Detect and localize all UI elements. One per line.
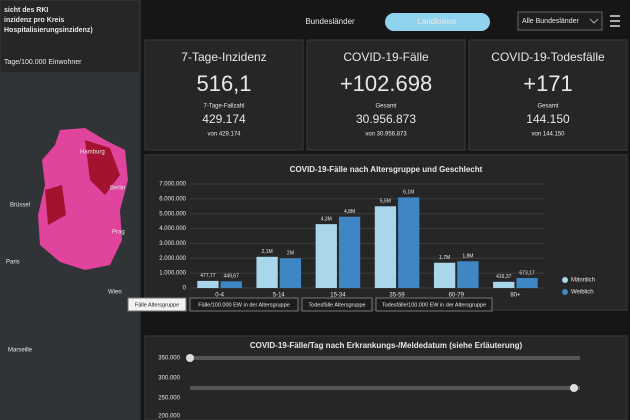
kpi-sub-note: von 144.150 — [531, 132, 565, 138]
legend-label: Männlich — [571, 278, 595, 284]
y-tick-label: 4.000.000 — [159, 226, 186, 232]
bar-value-label: 673,17 — [519, 270, 535, 276]
chart-tab[interactable] — [301, 297, 373, 312]
kpi-sub-label: Gesamt — [537, 104, 558, 110]
kpi-sub-note: von 30.956.873 — [365, 132, 407, 138]
kpi-value: +102.698 — [340, 71, 432, 96]
city-label: Brüssel — [10, 203, 30, 209]
chart-tab[interactable] — [189, 297, 299, 312]
legend-label: Weiblich — [571, 290, 594, 296]
sidebar-title: Hospitalisierungsinzidenz) — [4, 27, 93, 34]
bar — [374, 206, 397, 288]
bar-value-label: 6,1M — [403, 190, 414, 196]
city-label: Marseille — [8, 348, 33, 354]
y-tick-label: 2.000.000 — [159, 256, 186, 262]
y-tick-label: 3.000.000 — [159, 241, 186, 247]
bottom-panel — [144, 335, 628, 420]
bar-value-label: 4,8M — [344, 209, 355, 215]
y-tick-label: 1.000.000 — [159, 271, 186, 277]
x-tick-label: 80+ — [510, 293, 521, 299]
bar — [338, 216, 361, 288]
kpi-card — [144, 39, 304, 151]
bar — [315, 224, 337, 288]
bar-value-label: 4,3M — [321, 216, 332, 222]
tab-active[interactable] — [385, 13, 490, 31]
chart-tab[interactable] — [375, 297, 493, 312]
dropdown-label[interactable]: Alle Bundesländer — [522, 18, 579, 25]
tab[interactable]: Bundesländer — [305, 17, 355, 26]
map-label: Tage/100.000 Einwohner — [4, 59, 82, 66]
kpi-sub-value: 30.956.873 — [356, 112, 416, 126]
kpi-card — [306, 39, 466, 151]
kpi-value: +171 — [523, 71, 573, 96]
y-tick-label: 7.000.000 — [159, 182, 186, 188]
x-tick-label: 0-4 — [215, 293, 224, 299]
kpi-sub-value: 144.150 — [526, 112, 570, 126]
bar-value-label: 416,37 — [496, 274, 512, 280]
kpi-title: COVID-19-Fälle — [343, 50, 429, 64]
slider-handle[interactable] — [570, 384, 578, 392]
chart-tab-label[interactable]: Fälle Altersgruppe — [135, 302, 179, 308]
x-tick-label: 60-79 — [449, 293, 465, 299]
kpi-sub-label: Gesamt — [375, 104, 396, 110]
x-tick-label: 5-14 — [273, 293, 286, 299]
bottom-chart-title: COVID-19-Fälle/Tag nach Erkrankungs-/Mel… — [250, 341, 523, 350]
kpi-value: 516,1 — [196, 71, 251, 96]
bar-value-label: 2,1M — [262, 249, 273, 255]
slider-handle[interactable] — [186, 354, 194, 362]
city-label: Prag — [112, 230, 125, 236]
y-tick-label: 6.000.000 — [159, 196, 186, 202]
kpi-title: COVID-19-Todesfälle — [491, 50, 605, 64]
kpi-card — [468, 39, 628, 151]
chart-tab-label[interactable]: Todesfälle/100.000 EW in der Altersgrupp… — [382, 302, 486, 308]
city-label: Wien — [108, 290, 122, 296]
bar-value-label: 477,77 — [200, 273, 216, 279]
city-label: Paris — [6, 260, 20, 266]
bar — [279, 258, 302, 288]
dropdown[interactable] — [517, 11, 603, 31]
menu-icon[interactable] — [610, 15, 620, 27]
map-region — [45, 140, 120, 225]
kpi-sub-label: 7-Tage-Fallzahl — [203, 104, 244, 110]
chart-tab-label[interactable]: Fälle/100.000 EW in der Altersgruppe — [198, 302, 289, 308]
bar — [516, 277, 538, 288]
legend-swatch — [562, 289, 568, 295]
y-tick-label: 350.000 — [158, 356, 180, 362]
bar — [220, 281, 242, 288]
bar-value-label: 1,7M — [439, 255, 450, 261]
x-tick-label: 15-34 — [330, 293, 346, 299]
bar — [398, 197, 420, 288]
chart-tab[interactable] — [127, 297, 187, 312]
city-label: Berlin — [110, 186, 125, 192]
sidebar-title: inzidenz pro Kreis — [4, 17, 64, 24]
tab[interactable]: Landkreise — [417, 17, 457, 26]
chart-title: COVID-19-Fälle nach Altersgruppe und Ges… — [290, 165, 483, 174]
y-tick-label: 5.000.000 — [159, 211, 186, 217]
legend-swatch — [562, 277, 568, 283]
sidebar-title: sicht des RKI — [4, 7, 48, 14]
bar — [433, 262, 456, 288]
y-tick-label: 200.000 — [158, 414, 180, 420]
bar — [493, 281, 515, 288]
y-tick-label: 0 — [183, 286, 187, 292]
y-tick-label: 250.000 — [158, 396, 180, 402]
bar-value-label: 1,8M — [462, 254, 473, 260]
y-tick-label: 300.000 — [158, 376, 180, 382]
bar — [256, 256, 278, 288]
chart-tab-label[interactable]: Todesfälle Altersgruppe — [308, 302, 365, 308]
city-label: Hamburg — [80, 150, 105, 156]
bar-value-label: 5,5M — [380, 199, 391, 205]
bar — [197, 280, 219, 288]
bar — [457, 261, 479, 288]
x-tick-label: 35-59 — [389, 293, 405, 299]
kpi-title: 7-Tage-Inzidenz — [181, 50, 266, 64]
kpi-sub-note: von 429.174 — [207, 132, 241, 138]
kpi-sub-value: 429.174 — [202, 112, 246, 126]
bar-value-label: 449,67 — [224, 274, 240, 280]
dropdown-arrow — [589, 18, 599, 24]
bar-value-label: 2M — [287, 251, 294, 257]
